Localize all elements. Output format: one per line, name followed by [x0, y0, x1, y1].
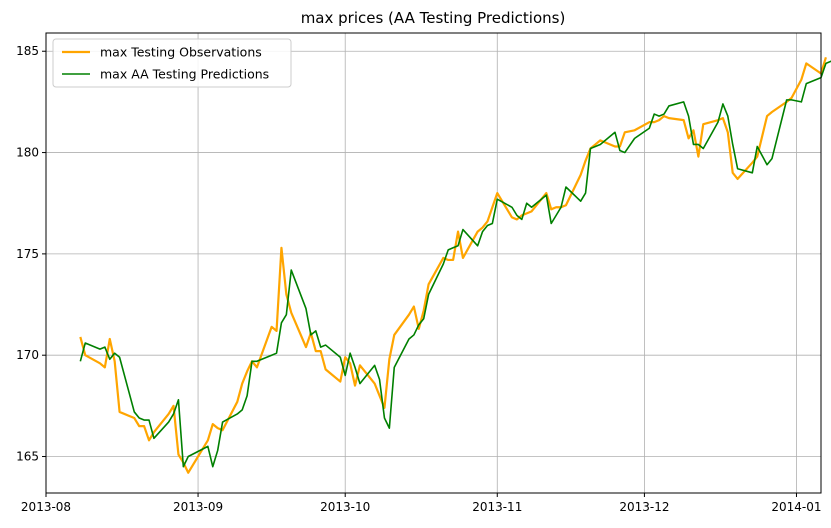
legend-box [52, 38, 292, 88]
x-tick-label: 2013-10 [320, 500, 370, 514]
series-line-2 [79, 60, 831, 468]
legend-label-2: max AA Testing Predictions [100, 67, 269, 82]
x-tick-label: 2013-09 [173, 500, 223, 514]
legend-label-1: max Testing Observations [100, 45, 262, 60]
plot-area: 2013-08 2013-09 2013-10 2013-11 2013-12 2014-… [16, 32, 831, 514]
chart-title: max prices (AA Testing Predictions) [301, 9, 566, 27]
x-tick-label: 2013-08 [21, 500, 71, 514]
y-tick-label: 170 [16, 348, 39, 362]
y-tick-label: 165 [16, 450, 39, 464]
x-tick-label: 2013-11 [472, 500, 522, 514]
y-tick-label: 185 [16, 44, 39, 58]
y-tick-label: 180 [16, 146, 39, 160]
plot-frame [45, 32, 822, 494]
x-tick-label: 2013-12 [619, 500, 669, 514]
y-tick-label: 175 [16, 247, 39, 261]
x-tick-label: 2014-01 [771, 500, 821, 514]
series-line-1 [79, 57, 827, 474]
